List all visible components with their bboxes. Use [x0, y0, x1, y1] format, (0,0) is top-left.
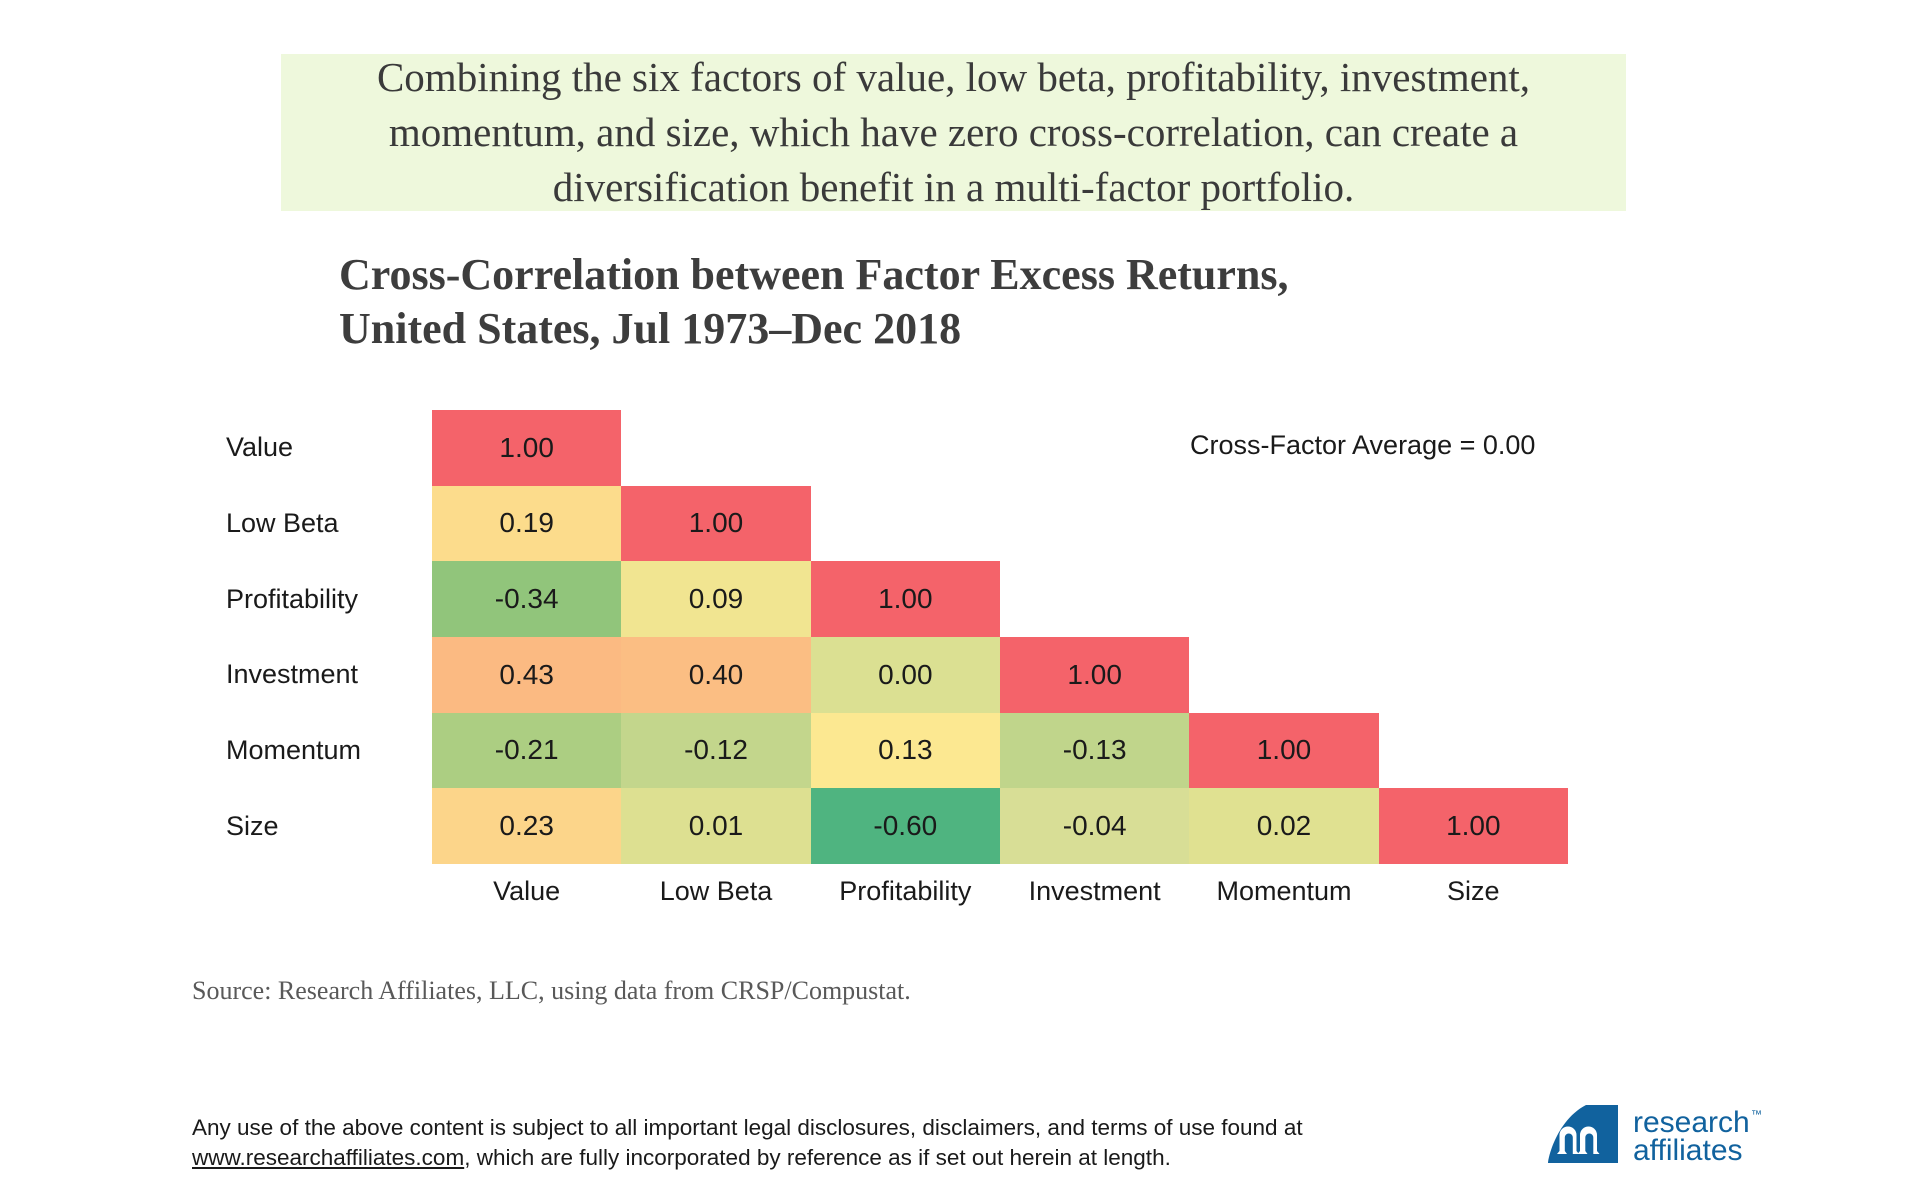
- svg-text:affiliates: affiliates: [1633, 1134, 1743, 1163]
- svg-text:™: ™: [1751, 1109, 1762, 1121]
